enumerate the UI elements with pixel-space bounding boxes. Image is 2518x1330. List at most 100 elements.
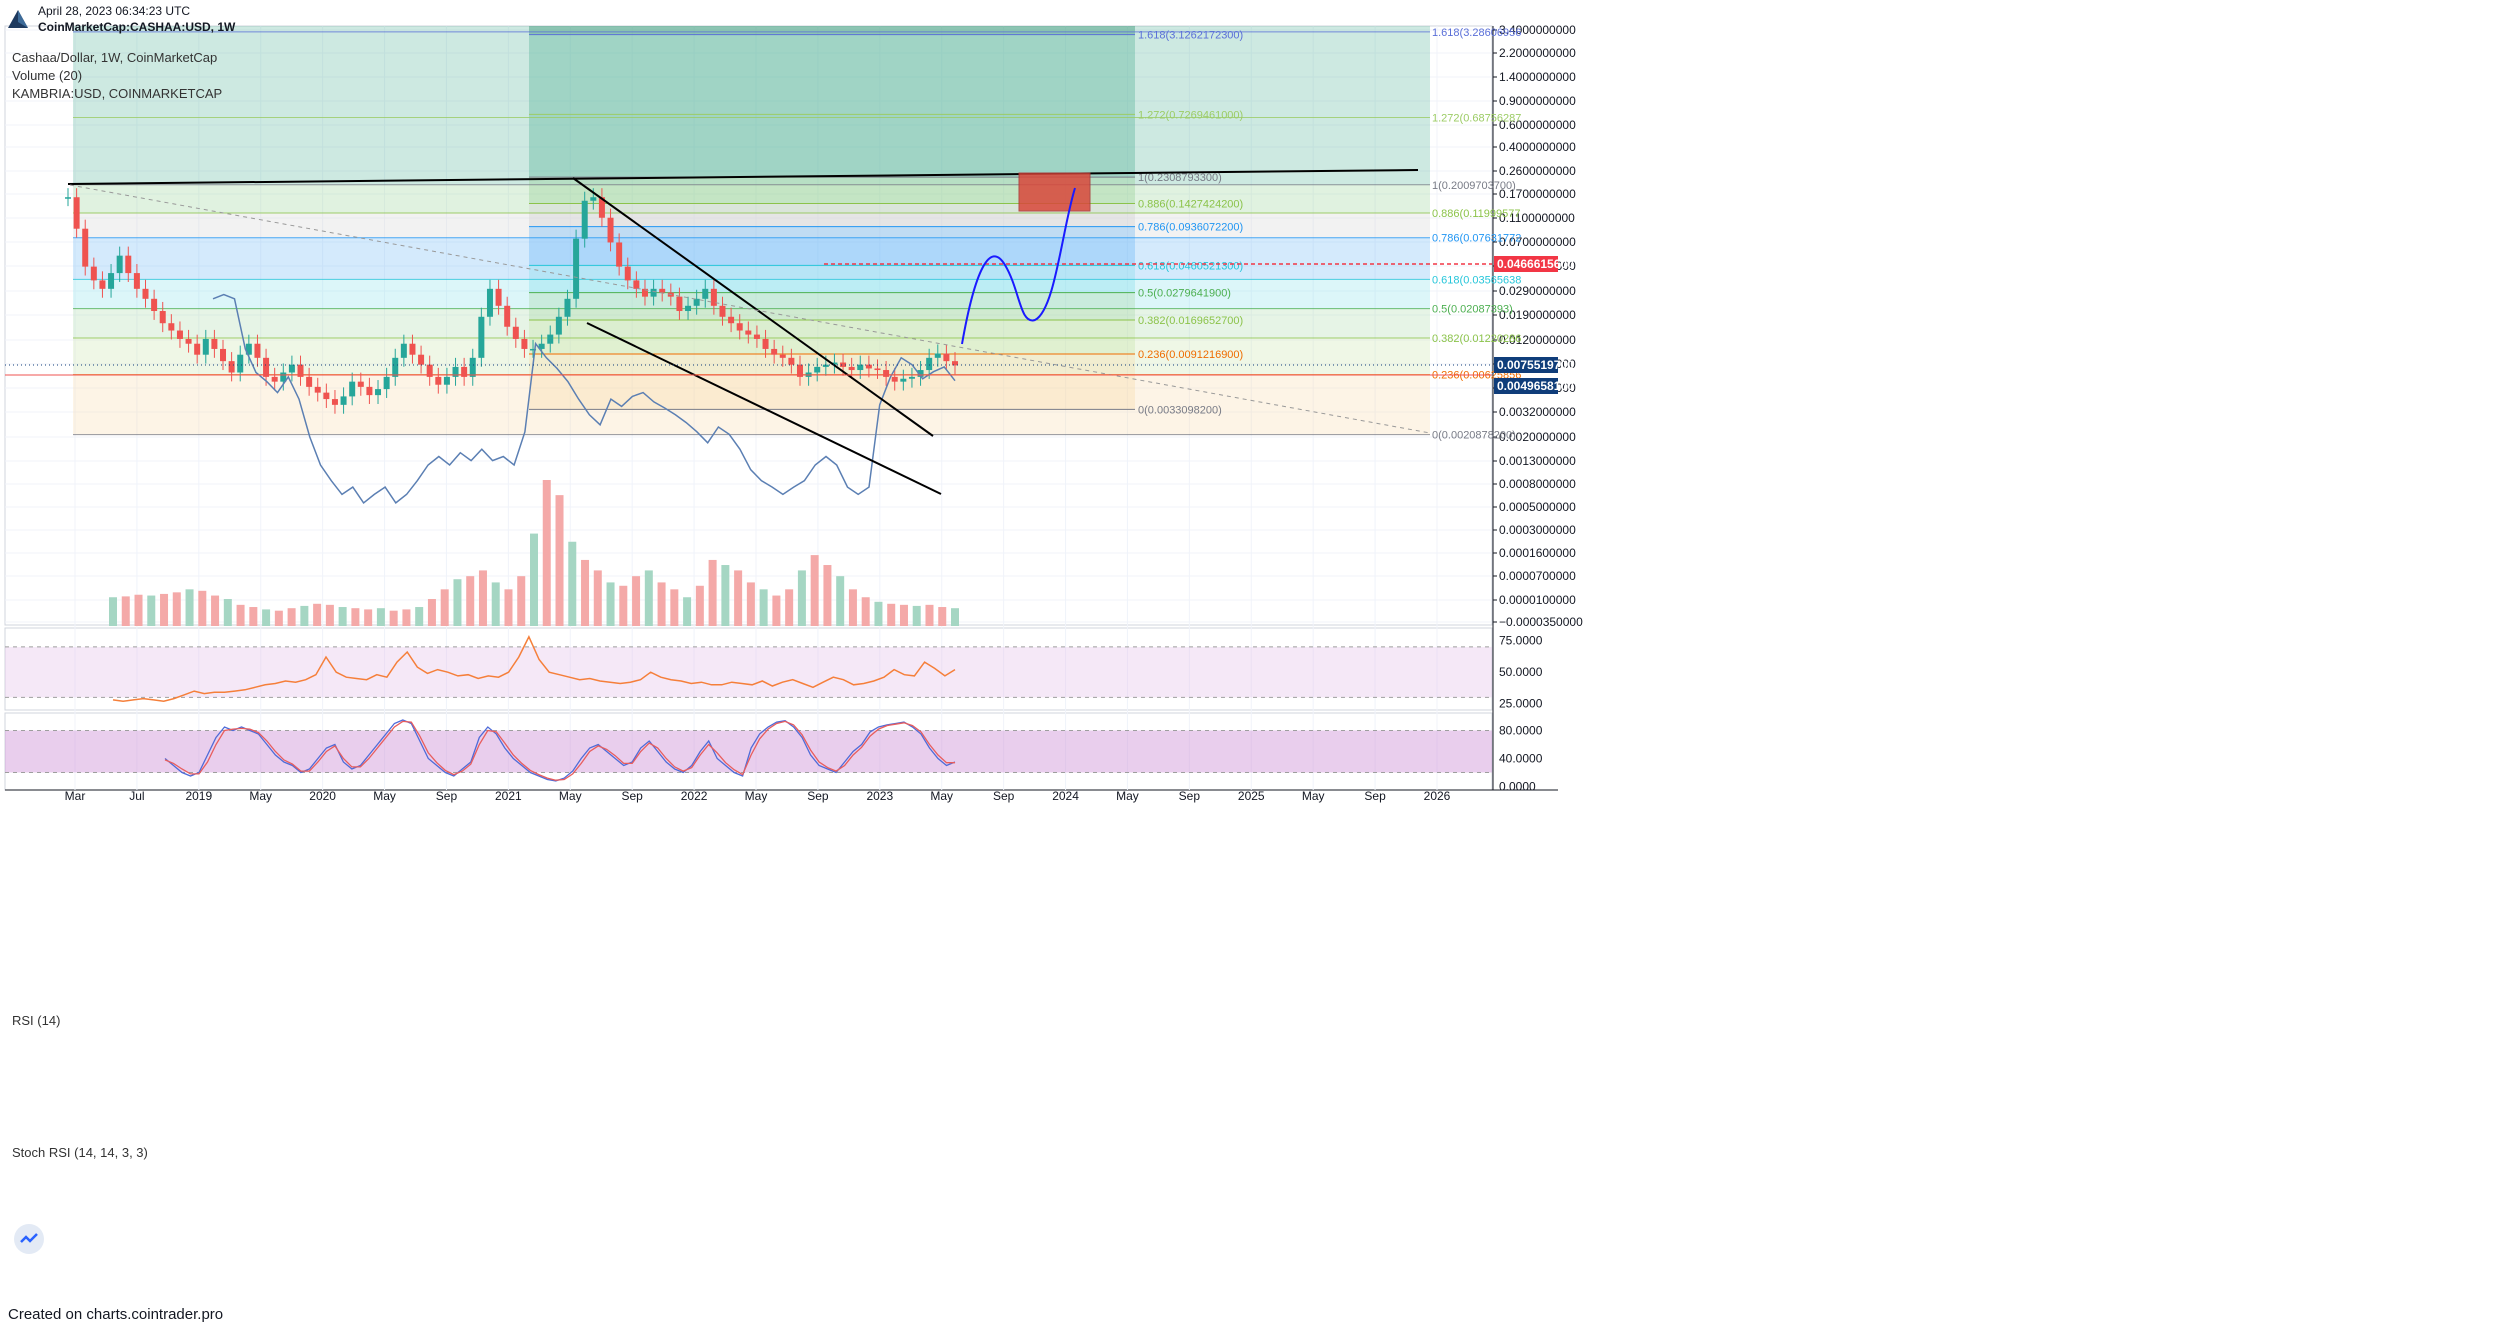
fib-right-label: 0.382(0.01220286 [1432,333,1521,345]
time-tick-label: Sep [807,789,829,803]
candle-body [693,298,700,306]
legend-volume[interactable]: Volume (20) [12,68,83,83]
fib-right-label: 1.272(0.68756287 [1432,112,1521,124]
candle-body [220,348,227,362]
price-tick-label: 0.4000000000 [1499,140,1576,154]
volume-bar [491,582,500,626]
volume-bar [606,582,615,626]
time-grid [74,26,1438,790]
volume-bar [109,597,117,626]
candle-body [504,305,511,327]
candle-body [323,392,330,400]
volume-bar [708,559,717,626]
volume-bar [172,592,181,626]
time-tick-label: Sep [1179,789,1201,803]
fib-left-label: 1.618(3.1262172300) [1138,30,1243,42]
price-tick-label: 0.6000000000 [1499,118,1576,132]
candle-body [685,305,692,312]
volume-bar [695,585,704,626]
price-tick-label: 0.0013000000 [1499,454,1576,468]
candle-body [926,357,933,371]
volume-bar [504,589,513,626]
fib-zone-right [73,308,1430,339]
volume-bar [300,605,309,626]
price-badge [1494,357,1558,373]
candle-body [99,280,106,289]
candle-body [159,311,166,324]
fib-right-label: 0.886(0.11999577 [1432,208,1521,220]
symbol-line: CoinMarketCap:CASHAA:USD, 1W [38,20,236,34]
volume-bar [619,585,628,626]
candle-body [598,197,605,218]
price-tick-label: 1.4000000000 [1499,70,1576,84]
time-tick-label: 2024 [1052,789,1079,803]
candle-body [891,376,898,382]
candle-body [461,366,468,377]
candle-body [745,330,752,335]
fib-zone-right [73,212,1430,238]
volume-bar [734,570,743,626]
fib-right-label: 0.618(0.03565638 [1432,274,1521,286]
price-tick-label: 0.2600000000 [1499,164,1576,178]
legend-overlay[interactable]: KAMBRIA:USD, COINMARKETCAP [12,86,223,101]
time-tick-label: May [373,789,396,803]
candle-body [934,353,941,358]
candle-body [443,376,450,385]
time-tick-label: Sep [436,789,458,803]
candle-body [125,255,132,274]
price-tick-label: −0.0000350000 [1499,615,1583,629]
volume-bar [823,565,832,626]
price-axis: 3.4000000000 2.2000000000 1.4000000000 0.90… [5,23,1583,629]
candle-body [263,357,270,377]
candle-body [814,366,821,373]
volume-bar [938,607,947,626]
fib-zone-left [529,203,1135,227]
fib-zone-left [529,320,1135,354]
stoch-tick-label: 0.0000 [1499,780,1536,794]
volume-bar [874,601,883,626]
price-badge-label: 0.0466615600 [1497,257,1574,271]
volume-bar [147,595,156,626]
volume-bar [759,589,768,626]
legend-stoch-rsi[interactable]: Stoch RSI (14, 14, 3, 3) [12,1145,148,1160]
candle-body [392,357,399,377]
fib-zone-left [529,114,1135,178]
price-tick-label: 0.0000100000 [1499,593,1576,607]
legend-main-series[interactable]: Cashaa/Dollar, 1W, CoinMarketCap [12,50,218,65]
time-tick-label: May [1116,789,1139,803]
volume-bar [440,589,449,626]
time-tick-label: 2020 [309,789,336,803]
price-tick-label: 0.0120000000 [1499,333,1576,347]
legend-rsi[interactable]: RSI (14) [12,1013,61,1028]
tradingview-logo-icon[interactable] [14,1224,44,1254]
rsi-band [5,646,1492,698]
time-tick-label: Mar [65,789,86,803]
candle-body [710,288,717,306]
fib-zone-right [73,237,1430,280]
candle-body [908,376,915,379]
candle-body [676,296,683,312]
time-tick-label: Sep [993,789,1015,803]
time-tick-label: 2025 [1238,789,1265,803]
candle-body [547,334,554,344]
candle-body [211,338,218,349]
overlay-series-line [212,293,956,504]
candle-body [702,288,709,299]
candle-body [831,362,838,365]
volume-bar [912,605,921,626]
candle-body [624,266,631,281]
candle-body [245,343,252,355]
volume-bar [287,608,296,626]
price-badge-label: 0.0075519700 [1497,358,1574,372]
candle-body [366,386,373,396]
candle-body [400,343,407,358]
candle-body [331,399,338,405]
price-tick-label: 0.9000000000 [1499,94,1576,108]
candle-body [478,316,485,358]
candle-body [151,298,158,312]
volume-bar [899,604,908,626]
candle-body [952,361,958,366]
time-tick-label: 2026 [1424,789,1451,803]
time-tick-label: May [249,789,272,803]
volume-bar [134,594,143,626]
